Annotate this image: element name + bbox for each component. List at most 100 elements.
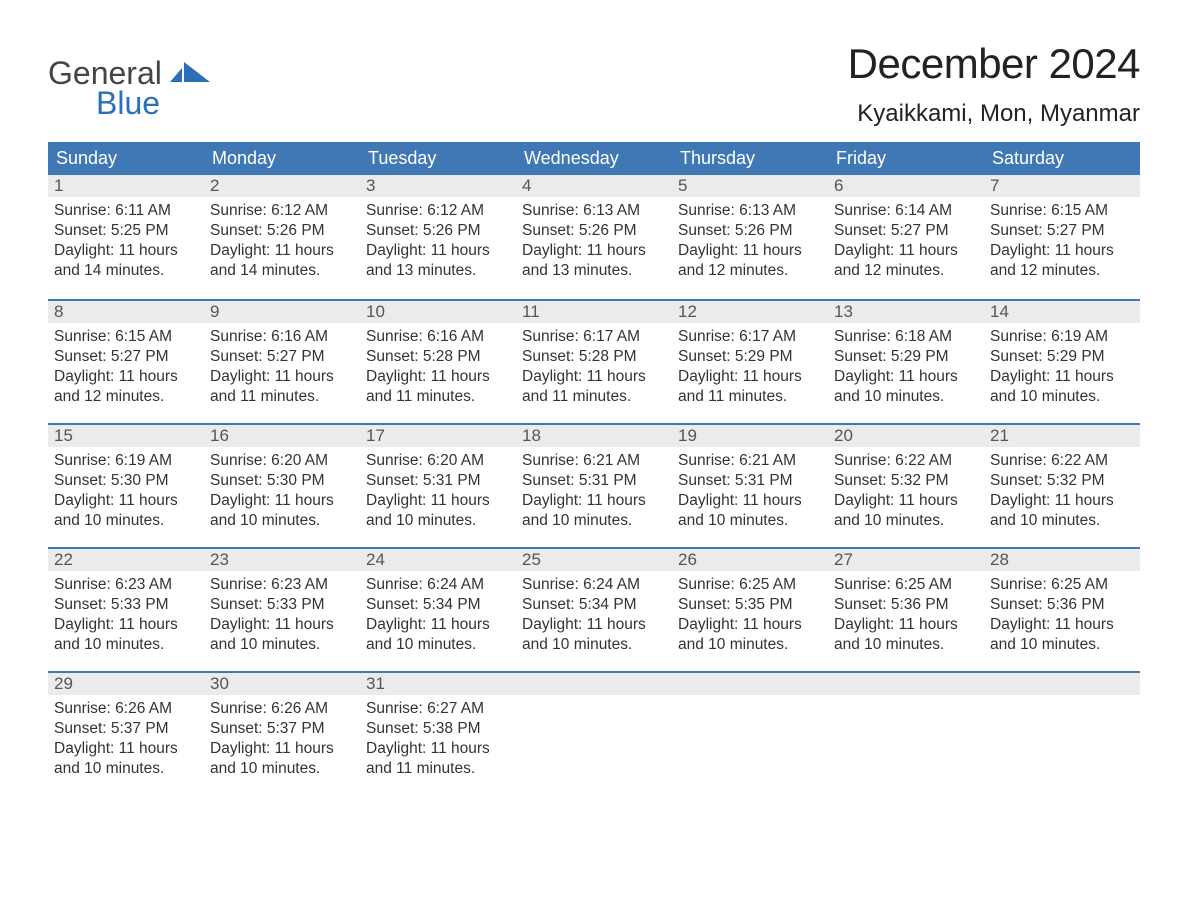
day-number: 17 [360, 423, 516, 447]
sunset-text: Sunset: 5:26 PM [366, 221, 510, 241]
daylight-text: Daylight: 11 hours and 10 minutes. [54, 739, 198, 779]
day-body: Sunrise: 6:16 AMSunset: 5:27 PMDaylight:… [204, 323, 360, 408]
day-body: Sunrise: 6:13 AMSunset: 5:26 PMDaylight:… [516, 197, 672, 282]
day-number: 1 [48, 175, 204, 197]
day-number: 23 [204, 547, 360, 571]
daylight-text: Daylight: 11 hours and 12 minutes. [678, 241, 822, 281]
day-number: 31 [360, 671, 516, 695]
day-number: 12 [672, 299, 828, 323]
sunset-text: Sunset: 5:29 PM [990, 347, 1134, 367]
daylight-text: Daylight: 11 hours and 10 minutes. [834, 615, 978, 655]
day-cell: 2Sunrise: 6:12 AMSunset: 5:26 PMDaylight… [204, 175, 360, 299]
weekday-header: Saturday [984, 142, 1140, 175]
daylight-text: Daylight: 11 hours and 11 minutes. [678, 367, 822, 407]
day-number: 29 [48, 671, 204, 695]
sunrise-text: Sunrise: 6:17 AM [678, 327, 822, 347]
week-row: 1Sunrise: 6:11 AMSunset: 5:25 PMDaylight… [48, 175, 1140, 299]
day-number: 28 [984, 547, 1140, 571]
day-number: 21 [984, 423, 1140, 447]
daylight-text: Daylight: 11 hours and 10 minutes. [990, 491, 1134, 531]
day-number: 20 [828, 423, 984, 447]
sunrise-text: Sunrise: 6:14 AM [834, 201, 978, 221]
day-body: Sunrise: 6:15 AMSunset: 5:27 PMDaylight:… [48, 323, 204, 408]
day-number: 27 [828, 547, 984, 571]
day-cell: 10Sunrise: 6:16 AMSunset: 5:28 PMDayligh… [360, 299, 516, 423]
sunrise-text: Sunrise: 6:15 AM [990, 201, 1134, 221]
day-cell: 16Sunrise: 6:20 AMSunset: 5:30 PMDayligh… [204, 423, 360, 547]
day-body: Sunrise: 6:18 AMSunset: 5:29 PMDaylight:… [828, 323, 984, 408]
sunset-text: Sunset: 5:30 PM [210, 471, 354, 491]
sunrise-text: Sunrise: 6:21 AM [678, 451, 822, 471]
daylight-text: Daylight: 11 hours and 10 minutes. [522, 491, 666, 531]
weekday-header: Tuesday [360, 142, 516, 175]
day-cell: 11Sunrise: 6:17 AMSunset: 5:28 PMDayligh… [516, 299, 672, 423]
brand-line2: Blue [48, 88, 210, 118]
empty-day-bar [516, 671, 672, 695]
day-number: 5 [672, 175, 828, 197]
sunrise-text: Sunrise: 6:13 AM [522, 201, 666, 221]
daylight-text: Daylight: 11 hours and 11 minutes. [366, 739, 510, 779]
month-title: December 2024 [848, 40, 1140, 88]
sunset-text: Sunset: 5:31 PM [678, 471, 822, 491]
empty-day-bar [672, 671, 828, 695]
day-cell: 6Sunrise: 6:14 AMSunset: 5:27 PMDaylight… [828, 175, 984, 299]
day-cell: 29 Sunrise: 6:26 AMSunset: 5:37 PMDayligh… [48, 671, 204, 795]
day-body: Sunrise: 6:16 AMSunset: 5:28 PMDaylight:… [360, 323, 516, 408]
sunrise-text: Sunrise: 6:26 AM [54, 699, 198, 719]
day-body: Sunrise: 6:17 AMSunset: 5:28 PMDaylight:… [516, 323, 672, 408]
day-cell: 13Sunrise: 6:18 AMSunset: 5:29 PMDayligh… [828, 299, 984, 423]
sunrise-text: Sunrise: 6:22 AM [990, 451, 1134, 471]
day-number: 2 [204, 175, 360, 197]
day-cell: 23Sunrise: 6:23 AMSunset: 5:33 PMDayligh… [204, 547, 360, 671]
daylight-text: Daylight: 11 hours and 10 minutes. [366, 491, 510, 531]
sunset-text: Sunset: 5:37 PM [54, 719, 198, 739]
day-body: Sunrise: 6:13 AMSunset: 5:26 PMDaylight:… [672, 197, 828, 282]
day-cell: 5Sunrise: 6:13 AMSunset: 5:26 PMDaylight… [672, 175, 828, 299]
day-number: 15 [48, 423, 204, 447]
day-number: 10 [360, 299, 516, 323]
day-cell [672, 671, 828, 795]
day-number: 30 [204, 671, 360, 695]
day-body: Sunrise: 6:25 AMSunset: 5:36 PMDaylight:… [984, 571, 1140, 656]
day-number: 18 [516, 423, 672, 447]
sunset-text: Sunset: 5:25 PM [54, 221, 198, 241]
day-body: Sunrise: 6:22 AMSunset: 5:32 PMDaylight:… [828, 447, 984, 532]
day-body: Sunrise: 6:27 AMSunset: 5:38 PMDaylight:… [360, 695, 516, 780]
sunset-text: Sunset: 5:38 PM [366, 719, 510, 739]
day-cell: 25Sunrise: 6:24 AMSunset: 5:34 PMDayligh… [516, 547, 672, 671]
sunset-text: Sunset: 5:26 PM [210, 221, 354, 241]
sunrise-text: Sunrise: 6:13 AM [678, 201, 822, 221]
sunset-text: Sunset: 5:31 PM [522, 471, 666, 491]
day-cell: 20Sunrise: 6:22 AMSunset: 5:32 PMDayligh… [828, 423, 984, 547]
weekday-header: Sunday [48, 142, 204, 175]
day-cell: 30Sunrise: 6:26 AMSunset: 5:37 PMDayligh… [204, 671, 360, 795]
day-number: 19 [672, 423, 828, 447]
location-subtitle: Kyaikkami, Mon, Myanmar [848, 100, 1140, 128]
sunset-text: Sunset: 5:28 PM [366, 347, 510, 367]
week-row: 22Sunrise: 6:23 AMSunset: 5:33 PMDayligh… [48, 547, 1140, 671]
day-number: 14 [984, 299, 1140, 323]
sunrise-text: Sunrise: 6:24 AM [522, 575, 666, 595]
day-body: Sunrise: 6:24 AMSunset: 5:34 PMDaylight:… [360, 571, 516, 656]
day-body: Sunrise: 6:24 AMSunset: 5:34 PMDaylight:… [516, 571, 672, 656]
daylight-text: Daylight: 11 hours and 10 minutes. [54, 491, 198, 531]
sunset-text: Sunset: 5:35 PM [678, 595, 822, 615]
week-row: 15Sunrise: 6:19 AMSunset: 5:30 PMDayligh… [48, 423, 1140, 547]
day-cell: 31Sunrise: 6:27 AMSunset: 5:38 PMDayligh… [360, 671, 516, 795]
sunset-text: Sunset: 5:33 PM [54, 595, 198, 615]
day-body: Sunrise: 6:15 AMSunset: 5:27 PMDaylight:… [984, 197, 1140, 282]
daylight-text: Daylight: 11 hours and 10 minutes. [678, 491, 822, 531]
day-cell [516, 671, 672, 795]
sunset-text: Sunset: 5:28 PM [522, 347, 666, 367]
day-cell: 26Sunrise: 6:25 AMSunset: 5:35 PMDayligh… [672, 547, 828, 671]
daylight-text: Daylight: 11 hours and 10 minutes. [210, 491, 354, 531]
weekday-header: Friday [828, 142, 984, 175]
daylight-text: Daylight: 11 hours and 10 minutes. [210, 615, 354, 655]
day-number: 8 [48, 299, 204, 323]
day-body: Sunrise: 6:21 AMSunset: 5:31 PMDaylight:… [516, 447, 672, 532]
daylight-text: Daylight: 11 hours and 12 minutes. [990, 241, 1134, 281]
day-number: 11 [516, 299, 672, 323]
daylight-text: Daylight: 11 hours and 11 minutes. [366, 367, 510, 407]
sunset-text: Sunset: 5:29 PM [678, 347, 822, 367]
sunset-text: Sunset: 5:27 PM [210, 347, 354, 367]
